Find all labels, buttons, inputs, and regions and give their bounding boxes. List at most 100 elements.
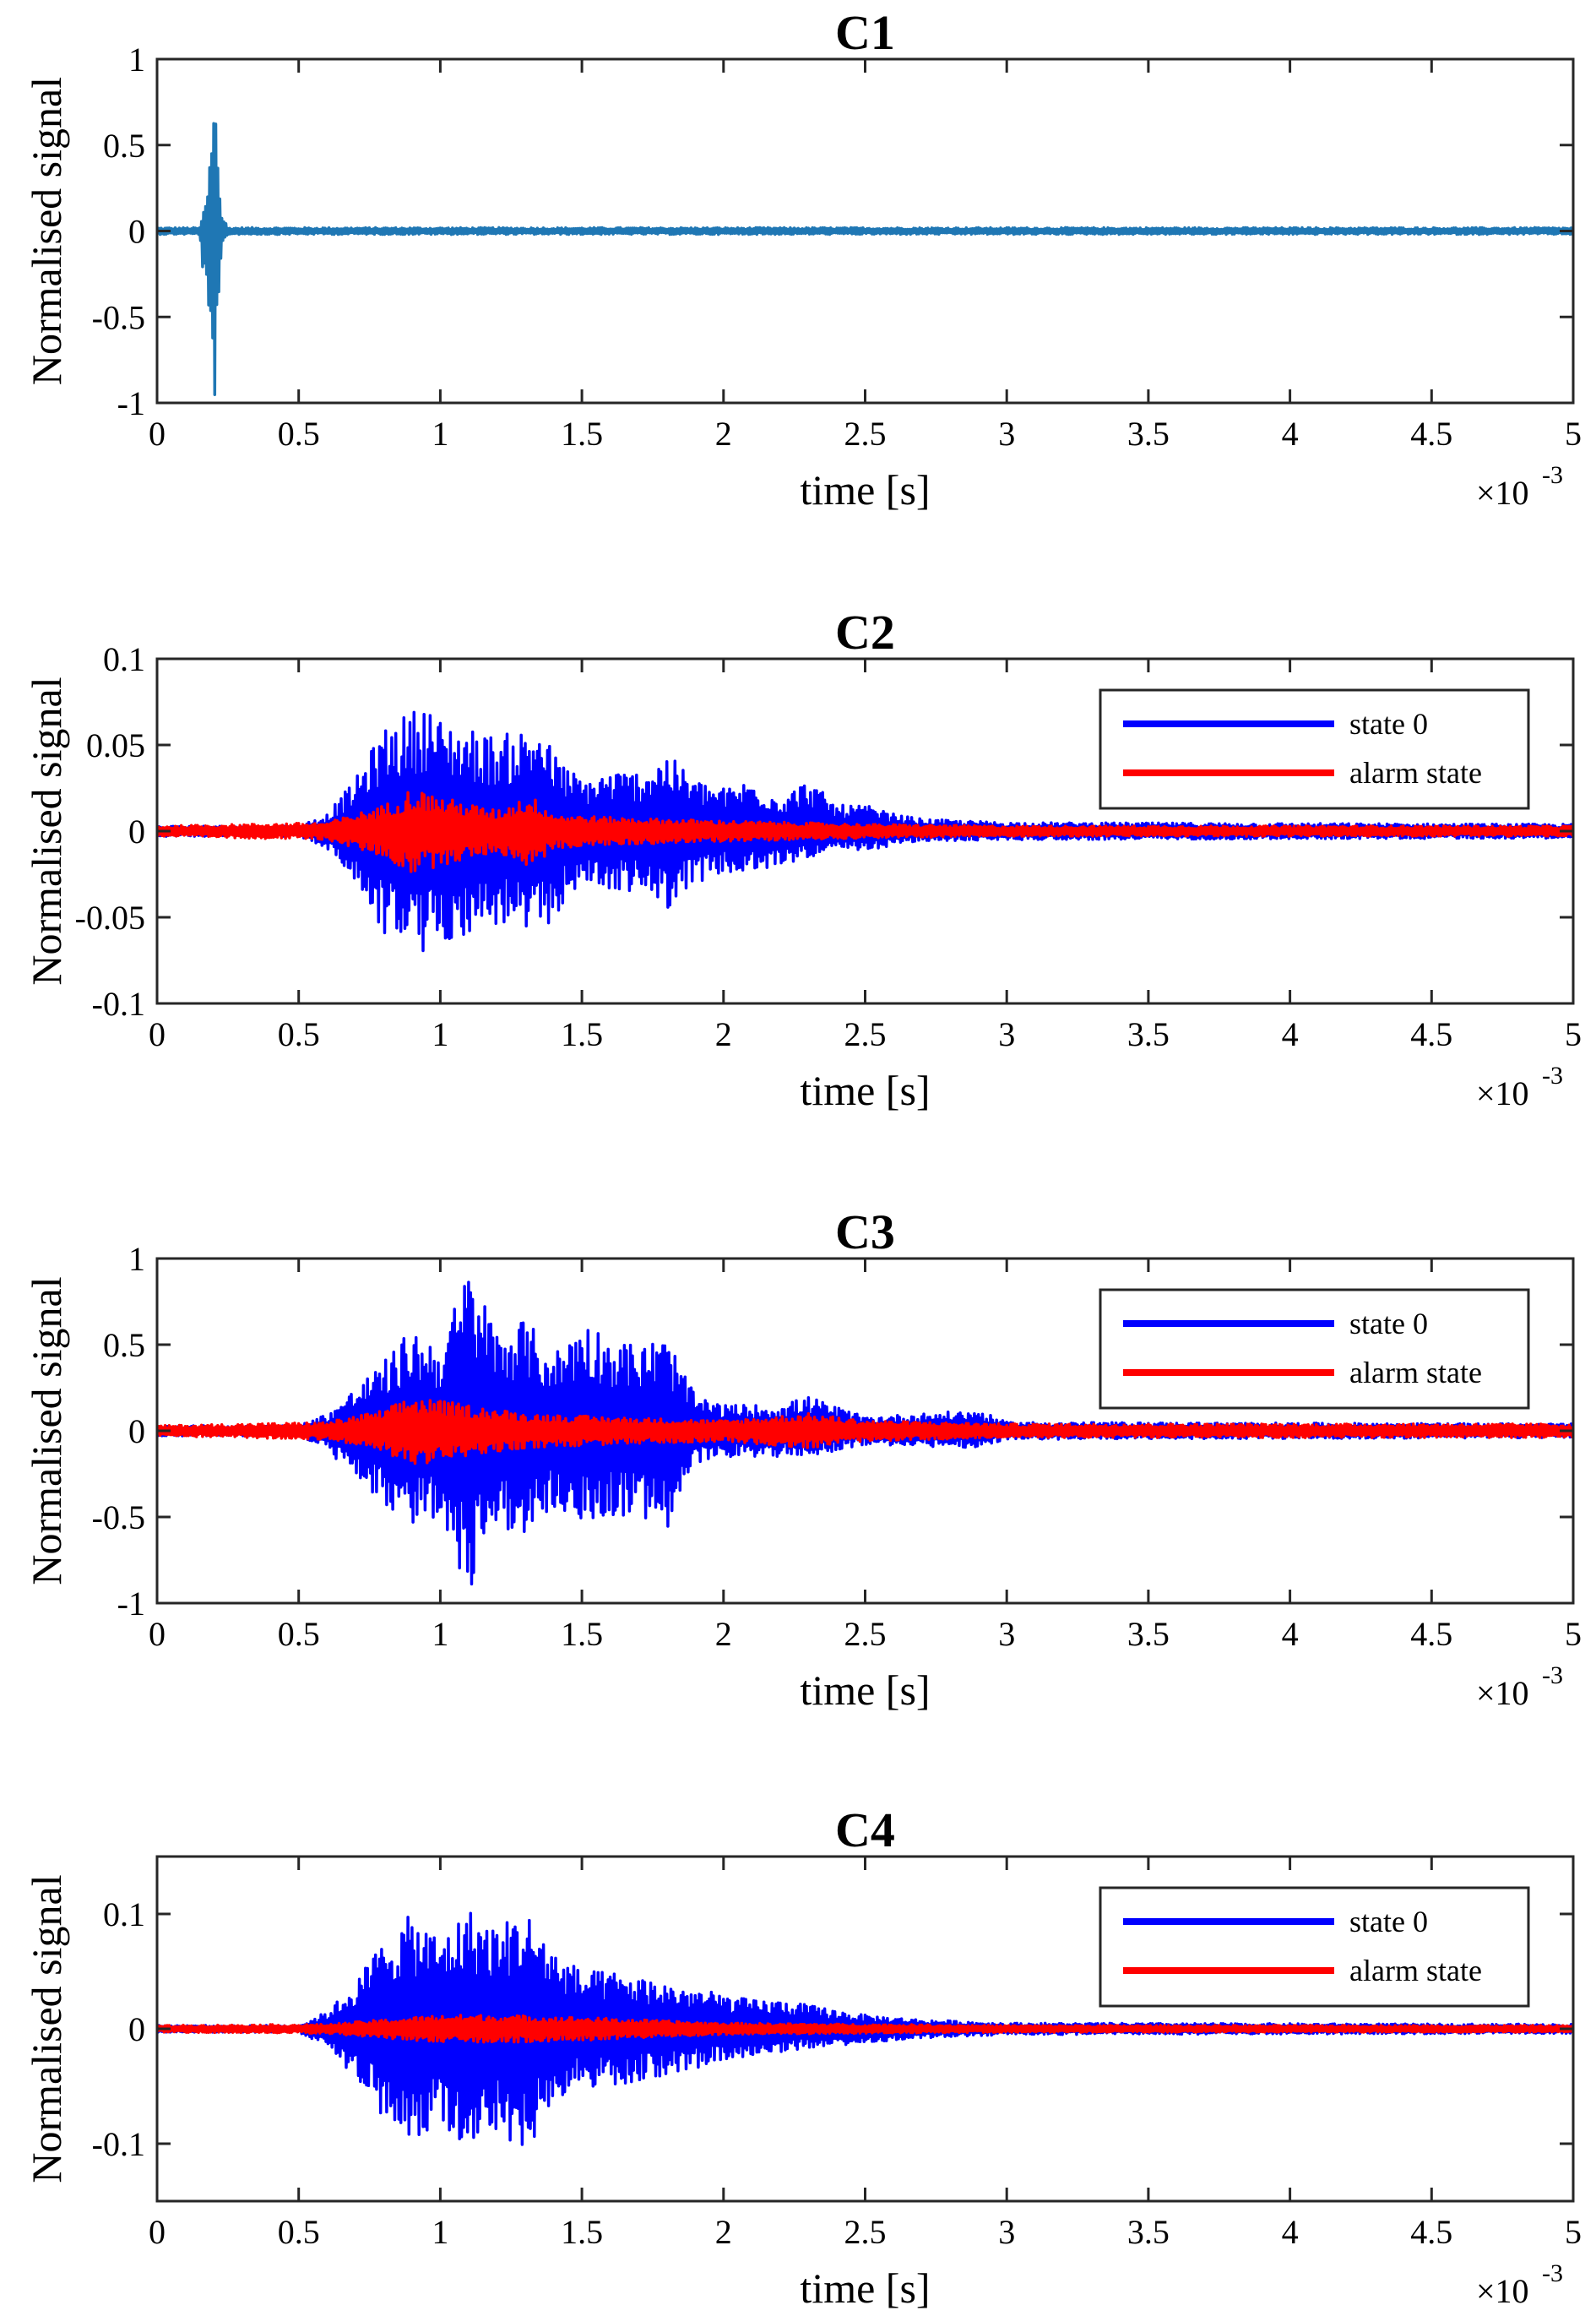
x-exponent-power: -3 <box>1542 2259 1563 2287</box>
legend: state 0 alarm state <box>1099 1886 1530 2008</box>
x-axis-label: time [s] <box>800 1067 930 1114</box>
x-axis-label: time [s] <box>800 466 930 514</box>
x-tick-label: 2 <box>715 2213 732 2251</box>
chart-c4: C4 0 0.5 1 1.5 2 2.5 3 3.5 4 4.5 5 0.1 0 -0.1 time [s] ×… <box>23 1802 1582 2312</box>
x-axis-label: time [s] <box>800 2264 930 2312</box>
y-axis-label: Normalised signal <box>23 1276 70 1585</box>
y-tick-label: 0.05 <box>86 726 145 764</box>
y-tick-label: 1 <box>128 1240 145 1278</box>
x-tick-label: 3 <box>998 415 1015 453</box>
chart-title: C2 <box>835 605 895 660</box>
series-group <box>157 710 1573 953</box>
y-axis-label: Normalised signal <box>23 1874 70 2183</box>
x-tick-label: 2 <box>715 1615 732 1653</box>
y-tick-label: 0.5 <box>103 127 145 165</box>
x-tick-label: 0 <box>149 1015 166 1053</box>
x-tick-label: 4.5 <box>1410 415 1452 453</box>
y-tick-label: 0 <box>128 813 145 851</box>
chart-title: C3 <box>835 1204 895 1259</box>
legend-label: state 0 <box>1349 1905 1428 1938</box>
series-signal-line <box>157 122 1573 396</box>
y-axis-label: Normalised signal <box>23 77 70 385</box>
y-tick-label: -1 <box>117 1585 145 1623</box>
x-tick-label: 0.5 <box>278 1615 320 1653</box>
x-tick-label: 1 <box>432 1615 448 1653</box>
y-axis-label: Normalised signal <box>23 677 70 985</box>
x-tick-label: 5 <box>1565 1615 1582 1653</box>
legend: state 0 alarm state <box>1099 688 1530 810</box>
y-tick-label: 0 <box>128 2010 145 2048</box>
y-tick-label: -1 <box>117 384 145 422</box>
x-tick-label: 0.5 <box>278 415 320 453</box>
chart-title: C4 <box>835 1802 895 1857</box>
x-tick-label: 4 <box>1282 2213 1299 2251</box>
x-axis-label: time [s] <box>800 1666 930 1714</box>
x-tick-label: 2.5 <box>844 1615 887 1653</box>
y-tick-label: 0.5 <box>103 1326 145 1364</box>
x-exponent-power: -3 <box>1542 1661 1563 1689</box>
legend-box <box>1099 688 1530 810</box>
x-exponent-label: ×10 <box>1476 1074 1529 1112</box>
x-tick-label: 4.5 <box>1410 2213 1452 2251</box>
chart-c2: C2 0 0.5 1 1.5 2 2.5 3 3.5 4 4.5 5 0.1 0.05 0 -0.05 -0.1… <box>23 605 1582 1114</box>
x-tick-label: 2.5 <box>844 1015 887 1053</box>
legend-box <box>1099 1288 1530 1410</box>
legend-box <box>1099 1886 1530 2008</box>
x-tick-label: 4.5 <box>1410 1615 1452 1653</box>
x-tick-label: 1.5 <box>561 1615 603 1653</box>
x-tick-label: 3 <box>998 1015 1015 1053</box>
legend-label: alarm state <box>1349 756 1482 790</box>
x-tick-label: 5 <box>1565 2213 1582 2251</box>
y-tick-label: -0.1 <box>92 985 145 1023</box>
y-tick-label: 0.1 <box>103 640 145 678</box>
x-tick-label: 2.5 <box>844 415 887 453</box>
x-tick-label: 4 <box>1282 1015 1299 1053</box>
y-tick-label: -0.5 <box>92 298 145 336</box>
chart-c1: C1 0 0.5 1 1.5 2 2.5 3 3.5 4 4.5 5 1 0.5 0 -0.5 -1 time [… <box>23 5 1582 514</box>
legend-label: alarm state <box>1349 1954 1482 1987</box>
x-tick-label: 3.5 <box>1127 415 1170 453</box>
x-tick-label: 2 <box>715 1015 732 1053</box>
x-exponent-label: ×10 <box>1476 2272 1529 2310</box>
x-tick-label: 3 <box>998 1615 1015 1653</box>
x-tick-label: 1.5 <box>561 415 603 453</box>
y-tick-label: 0 <box>128 1412 145 1450</box>
x-tick-label: 1.5 <box>561 1015 603 1053</box>
x-tick-label: 5 <box>1565 1015 1582 1053</box>
x-tick-label: 0.5 <box>278 1015 320 1053</box>
y-tick-label: 1 <box>128 41 145 79</box>
x-tick-label: 5 <box>1565 415 1582 453</box>
x-tick-label: 1 <box>432 1015 448 1053</box>
series-group <box>157 1911 1573 2146</box>
legend-label: state 0 <box>1349 1307 1428 1340</box>
x-tick-label: 3.5 <box>1127 1615 1170 1653</box>
x-tick-label: 0.5 <box>278 2213 320 2251</box>
x-tick-label: 3.5 <box>1127 1015 1170 1053</box>
series-group <box>157 122 1573 396</box>
x-tick-label: 3 <box>998 2213 1015 2251</box>
x-tick-label: 2 <box>715 415 732 453</box>
x-tick-label: 0 <box>149 2213 166 2251</box>
chart-title: C1 <box>835 5 895 60</box>
x-tick-label: 3.5 <box>1127 2213 1170 2251</box>
x-tick-label: 1 <box>432 2213 448 2251</box>
x-exponent-power: -3 <box>1542 461 1563 489</box>
y-tick-label: -0.1 <box>92 2125 145 2163</box>
x-tick-label: 4 <box>1282 415 1299 453</box>
y-tick-label: 0.1 <box>103 1895 145 1933</box>
y-tick-label: -0.05 <box>75 899 145 937</box>
series-group <box>157 1280 1573 1586</box>
x-exponent-label: ×10 <box>1476 1674 1529 1712</box>
x-exponent-power: -3 <box>1542 1062 1563 1090</box>
x-tick-label: 4.5 <box>1410 1015 1452 1053</box>
x-tick-label: 0 <box>149 415 166 453</box>
legend: state 0 alarm state <box>1099 1288 1530 1410</box>
x-tick-label: 0 <box>149 1615 166 1653</box>
x-tick-label: 1 <box>432 415 448 453</box>
x-exponent-label: ×10 <box>1476 474 1529 512</box>
legend-label: state 0 <box>1349 707 1428 741</box>
x-tick-label: 4 <box>1282 1615 1299 1653</box>
y-tick-label: 0 <box>128 213 145 251</box>
y-tick-label: -0.5 <box>92 1498 145 1536</box>
